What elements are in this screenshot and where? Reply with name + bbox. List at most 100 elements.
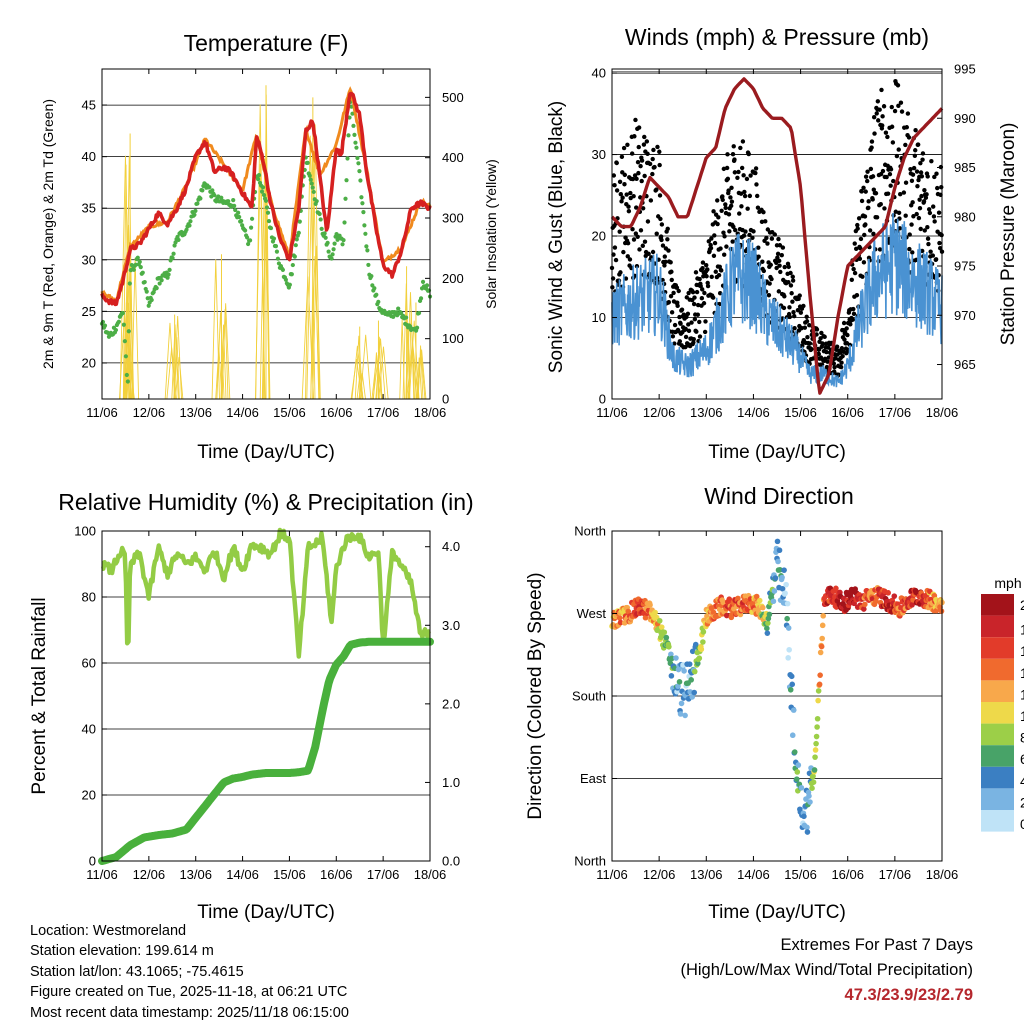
gust-point (804, 319, 810, 324)
direction-series (609, 538, 945, 835)
gust-point (865, 178, 870, 184)
dewpoint-point (352, 132, 357, 137)
gust-point (931, 214, 937, 219)
gust-point (614, 188, 620, 193)
gust-point (704, 262, 709, 268)
winds-y2label: Station Pressure (Maroon) (998, 123, 1019, 346)
dewpoint-point (350, 111, 355, 116)
gust-point (692, 316, 698, 322)
gust-point (744, 176, 750, 182)
gust-point (629, 151, 635, 156)
gust-point (652, 164, 657, 170)
direction-point (775, 558, 781, 565)
gust-point (782, 294, 787, 299)
gust-point (851, 306, 856, 312)
gust-point (668, 293, 674, 299)
humidity-title: Relative Humidity (%) & Precipitation (i… (58, 489, 473, 515)
winds-ytick-label: 40 (592, 66, 606, 81)
gust-point (916, 215, 922, 221)
gust-point (679, 307, 685, 312)
gust-point (874, 111, 879, 116)
gust-point (915, 142, 921, 147)
gust-point (658, 216, 663, 222)
direction-point (753, 593, 760, 600)
gust-point (765, 227, 771, 232)
dewpoint-point (170, 255, 175, 261)
gust-point (790, 299, 795, 304)
dewpoint-point (362, 223, 367, 228)
direction-point (617, 619, 624, 626)
direction-xtick-label: 11/06 (596, 867, 628, 882)
direction-point (810, 779, 817, 786)
gust-point (623, 276, 629, 281)
temperature-y2tick-label: 500 (442, 90, 464, 105)
winds-xtick-label: 17/06 (879, 405, 912, 420)
winds-y2tick-label: 990 (954, 111, 976, 126)
gust-point (705, 267, 710, 272)
gust-point (833, 356, 838, 361)
gust-point (636, 170, 641, 176)
gust-point (618, 192, 623, 197)
gust-point (722, 234, 727, 239)
dewpoint-point (247, 238, 253, 243)
gust-point (655, 144, 660, 150)
direction-xtick-label: 14/06 (737, 867, 770, 882)
direction-point (776, 547, 783, 554)
gust-point (922, 187, 927, 193)
gust-point (756, 245, 761, 250)
gust-point (850, 317, 856, 322)
gust-point (700, 287, 705, 292)
dewpoint-point (154, 286, 159, 291)
winds-ylabel: Sonic Wind & Gust (Blue, Black) (546, 101, 567, 373)
gust-point (703, 319, 708, 324)
gust-point (686, 290, 691, 296)
gust-point (677, 314, 682, 320)
legend-swatch (981, 594, 1014, 616)
gust-point (674, 285, 680, 290)
direction-point (673, 655, 679, 661)
dewpoint-point (274, 249, 280, 254)
dewpoint-point (292, 254, 297, 259)
gust-point (669, 277, 674, 283)
gust-point (626, 204, 631, 209)
dewpoint-point (159, 278, 164, 283)
winds-title: Winds (mph) & Pressure (mb) (625, 24, 929, 50)
gust-point (839, 360, 844, 365)
dewpoint-point (176, 237, 181, 243)
gust-point (755, 205, 761, 210)
dewpoint-point (376, 299, 381, 304)
gust-point (640, 243, 645, 248)
gust-point (888, 167, 894, 172)
direction-point (686, 661, 693, 667)
gust-point (683, 326, 688, 332)
wind-series (611, 212, 943, 388)
direction-point (781, 567, 787, 573)
direction-point (774, 538, 781, 545)
dewpoint-point (287, 282, 292, 287)
dewpoint-point (308, 177, 313, 182)
gust-point (933, 257, 939, 262)
gust-point (851, 266, 856, 272)
gust-point (795, 308, 801, 313)
extremes-title: Extremes For Past 7 Days (780, 936, 973, 954)
info-latlon: Station lat/lon: 43.1065; -75.4615 (30, 963, 244, 980)
direction-point (861, 606, 867, 612)
wind-line (611, 212, 943, 388)
gust-point (867, 228, 873, 233)
gust-point (625, 241, 631, 246)
dewpoint-point (214, 199, 219, 204)
gust-point (849, 277, 854, 282)
direction-point (787, 686, 794, 693)
gust-point (622, 172, 628, 178)
gust-point (780, 245, 786, 250)
gust-point (918, 226, 923, 232)
legend-label: 4 (1020, 773, 1024, 789)
dewpoint-point (210, 188, 215, 193)
gust-point (799, 325, 804, 331)
direction-point (804, 829, 811, 835)
gust-point (791, 310, 796, 315)
gust-point (683, 334, 689, 340)
direction-point (819, 622, 826, 629)
gust-point (877, 107, 882, 112)
gust-point (822, 334, 827, 340)
